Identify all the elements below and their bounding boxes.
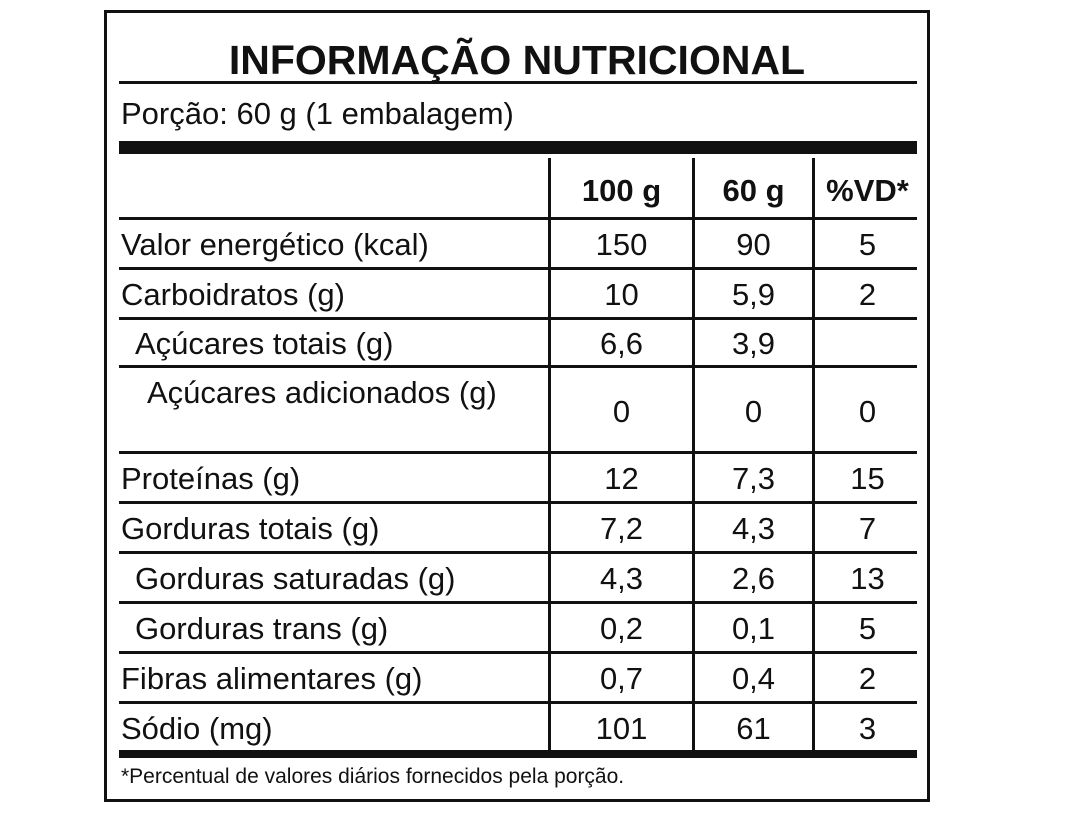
nutrient-name: Açúcares adicionados (g) <box>147 375 497 410</box>
row-divider <box>119 601 917 604</box>
value-60g: 3,9 <box>731 326 776 361</box>
value-100g: 4,3 <box>599 561 644 596</box>
footnote: *Percentual de valores diários fornecido… <box>121 765 625 788</box>
portion-size: Porção: 60 g (1 embalagem) <box>121 96 514 131</box>
value-vd: 13 <box>850 561 885 596</box>
title-divider <box>119 81 917 84</box>
value-60g: 4,3 <box>731 511 776 546</box>
label-title: INFORMAÇÃO NUTRICIONAL <box>228 37 806 83</box>
row-divider <box>119 651 917 654</box>
value-vd: 5 <box>858 227 877 262</box>
value-100g: 7,2 <box>599 511 644 546</box>
header-thick-divider <box>119 141 917 154</box>
row-divider <box>119 365 917 368</box>
nutrient-name: Carboidratos (g) <box>121 277 345 312</box>
value-60g: 0 <box>744 394 763 429</box>
value-100g: 12 <box>604 461 639 496</box>
value-vd: 7 <box>858 511 877 546</box>
value-60g: 0,4 <box>731 661 776 696</box>
row-divider <box>119 501 917 504</box>
value-60g: 90 <box>736 227 771 262</box>
value-100g: 150 <box>595 227 648 262</box>
value-100g: 0,2 <box>599 611 644 646</box>
row-divider <box>119 551 917 554</box>
value-100g: 101 <box>595 711 648 746</box>
value-60g: 0,1 <box>731 611 776 646</box>
row-divider <box>119 217 917 220</box>
value-100g: 0,7 <box>599 661 644 696</box>
value-vd: 2 <box>858 661 877 696</box>
column-divider-3 <box>812 158 815 752</box>
column-header-100g: 100 g <box>581 173 662 208</box>
nutrient-name: Gorduras totais (g) <box>121 511 380 546</box>
nutrition-facts-label: INFORMAÇÃO NUTRICIONAL Porção: 60 g (1 e… <box>104 10 930 802</box>
column-divider-1 <box>548 158 551 752</box>
nutrient-name: Fibras alimentares (g) <box>121 661 423 696</box>
nutrient-name: Proteínas (g) <box>121 461 301 496</box>
value-vd: 2 <box>858 277 877 312</box>
column-header-vd: %VD* <box>826 173 909 208</box>
value-60g: 2,6 <box>731 561 776 596</box>
value-100g: 10 <box>604 277 639 312</box>
nutrient-name: Açúcares totais (g) <box>135 326 394 361</box>
row-divider <box>119 701 917 704</box>
column-divider-2 <box>692 158 695 752</box>
row-divider <box>119 451 917 454</box>
footer-thick-divider <box>119 750 917 758</box>
nutrient-name: Valor energético (kcal) <box>121 227 429 262</box>
value-vd: 3 <box>858 711 877 746</box>
nutrient-name: Gorduras trans (g) <box>135 611 389 646</box>
column-header-60g: 60 g <box>722 173 785 208</box>
value-60g: 5,9 <box>731 277 776 312</box>
value-vd: 5 <box>858 611 877 646</box>
value-60g: 61 <box>736 711 771 746</box>
value-60g: 7,3 <box>731 461 776 496</box>
value-100g: 6,6 <box>599 326 644 361</box>
row-divider <box>119 317 917 320</box>
nutrient-name: Gorduras saturadas (g) <box>135 561 456 596</box>
value-vd: 0 <box>858 394 877 429</box>
row-divider <box>119 267 917 270</box>
nutrient-name: Sódio (mg) <box>121 711 273 746</box>
value-100g: 0 <box>612 394 631 429</box>
value-vd: 15 <box>850 461 885 496</box>
